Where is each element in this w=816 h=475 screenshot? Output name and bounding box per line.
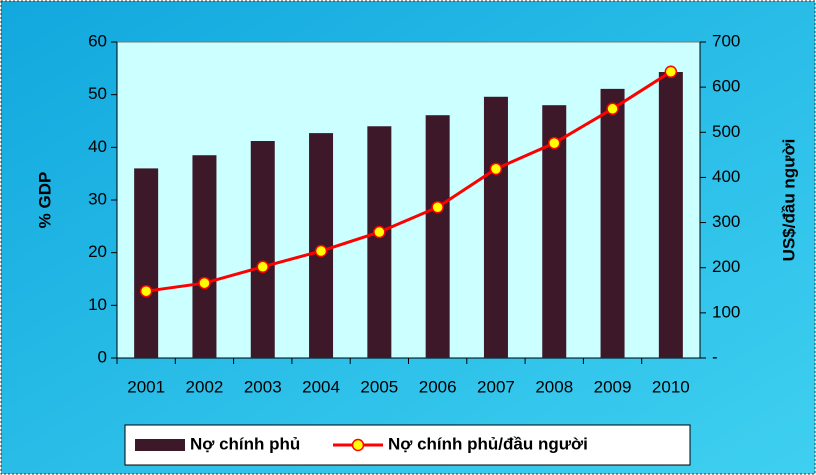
y2-tick-label: 100 [712,302,740,321]
y2-tick-label: 200 [712,257,740,276]
y-tick-label: 60 [88,31,107,50]
x-tick-label: 2007 [477,377,515,396]
y2-tick-label: - [712,347,718,366]
x-tick-label: 2004 [302,377,340,396]
marker [664,65,678,79]
marker [431,200,444,214]
y2-tick-label: 600 [712,77,740,96]
bar [658,72,683,359]
x-tick-label: 2002 [186,377,224,396]
y-axis-title: % GDP [35,172,54,229]
x-tick-label: 2006 [419,377,457,396]
x-tick-label: 2008 [535,377,573,396]
marker [373,225,386,239]
marker [256,260,269,274]
y-tick-label: 10 [88,295,107,314]
y2-axis-title: US$/đầu người [779,139,798,262]
marker [314,244,328,258]
y-tick-label: 20 [88,242,107,261]
legend [124,424,691,466]
bar [192,155,217,358]
legend-swatch [135,439,185,451]
y2-tick-label: 500 [712,122,740,141]
y-tick-label: 30 [88,189,107,208]
bar [483,96,508,359]
x-tick-label: 2005 [360,377,398,396]
y2-tick-label: 300 [712,212,740,231]
marker [606,102,619,116]
legend-swatch [351,438,365,452]
marker [198,276,211,290]
x-tick-label: 2009 [594,377,632,396]
legend-label: Nợ chính phủ/đầu người [388,434,588,453]
x-tick-label: 2010 [652,377,690,396]
bar [600,88,625,358]
y-tick-label: 50 [88,84,107,103]
marker [548,136,561,150]
marker [489,162,503,176]
y2-tick-label: 700 [712,31,740,50]
marker [139,284,153,298]
y-tick-label: 40 [88,137,107,156]
bar [367,126,392,359]
bar [425,115,450,358]
bar [134,168,159,358]
x-tick-label: 2001 [127,377,165,396]
line [145,70,672,293]
y2-tick-label: 400 [712,167,740,186]
bar [250,141,275,358]
y-tick-label: 0 [98,347,107,366]
x-tick-label: 2003 [244,377,282,396]
legend-label: Nợ chính phủ [190,434,300,453]
